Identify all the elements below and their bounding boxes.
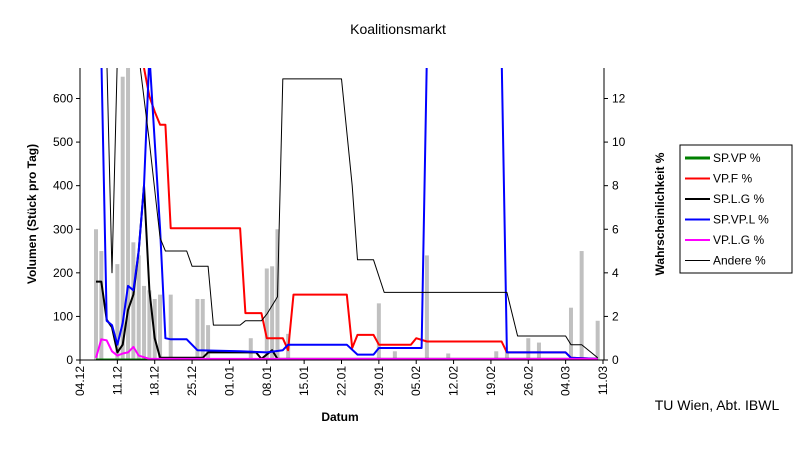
volume-bar: [206, 325, 211, 360]
y-tick-label: 200: [53, 266, 73, 280]
series-line: [106, 68, 599, 359]
x-tick-label: 19.02: [484, 366, 498, 396]
y-tick-label: 0: [66, 353, 73, 367]
x-tick-label: 18.12: [148, 366, 162, 396]
volume-bar: [147, 290, 152, 360]
x-tick-label: 11.03: [596, 366, 610, 395]
series-line: [95, 338, 598, 360]
legend-label: SP.VP %: [713, 151, 761, 165]
x-tick-label: 04.03: [559, 366, 573, 396]
x-axis-title: Datum: [321, 410, 358, 424]
y-tick-label: 100: [53, 309, 73, 323]
y-tick-label: 600: [53, 92, 73, 106]
y-tick-label: 500: [53, 135, 73, 149]
volume-bar: [142, 285, 147, 360]
x-tick-label: 25.12: [185, 366, 199, 396]
volume-bar: [270, 266, 275, 360]
volume-bar: [248, 338, 253, 360]
legend-label: VP.F %: [713, 172, 752, 186]
x-tick-label: 26.02: [521, 366, 535, 396]
volume-bar: [504, 351, 509, 360]
y-tick-label: 400: [53, 179, 73, 193]
x-tick-label: 11.12: [110, 366, 124, 395]
volume-bar: [446, 353, 451, 360]
footer: TU Wien, Abt. IBWL: [655, 397, 780, 413]
y2-tick-label: 4: [612, 266, 619, 280]
y2-tick-label: 10: [612, 135, 626, 149]
x-tick-label: 29.01: [372, 366, 386, 396]
volume-bar: [536, 342, 541, 360]
y2-tick-label: 0: [612, 353, 619, 367]
volume-bar: [200, 298, 205, 360]
volume-bar: [195, 298, 200, 360]
legend-label: Andere %: [713, 254, 766, 268]
volume-bar: [579, 251, 584, 360]
y2-axis-title: Wahrscheinlichkeit %: [653, 152, 667, 275]
series-line: [100, 68, 598, 360]
y-axis-title: Volumen (Stück pro Tag): [25, 144, 39, 284]
x-tick-label: 04.12: [73, 366, 87, 396]
x-tick-label: 05.02: [409, 366, 423, 396]
volume-bar: [120, 76, 125, 360]
volume-bar: [526, 338, 531, 360]
volume-bar: [568, 307, 573, 360]
x-tick-label: 01.01: [222, 366, 236, 396]
volume-bar: [115, 264, 120, 360]
volume-bar: [158, 294, 163, 360]
series-line: [143, 68, 598, 360]
y2-tick-label: 6: [612, 222, 619, 236]
volume-bar: [94, 229, 99, 360]
volume-bar: [168, 294, 173, 360]
legend-label: SP.L.G %: [713, 192, 764, 206]
legend-label: SP.VP.L %: [713, 213, 769, 227]
volume-bar: [424, 255, 429, 360]
volume-bar: [99, 251, 104, 360]
x-tick-label: 12.02: [447, 366, 461, 396]
y-tick-label: 300: [53, 222, 73, 236]
volume-bar: [136, 255, 141, 360]
x-tick-label: 08.01: [260, 366, 274, 396]
x-tick-label: 22.01: [335, 366, 349, 396]
y2-tick-label: 2: [612, 309, 619, 323]
legend-box: [679, 144, 793, 274]
x-tick-label: 15.01: [297, 366, 311, 396]
volume-bar: [392, 351, 397, 360]
y2-tick-label: 8: [612, 179, 619, 193]
legend-label: VP.L.G %: [713, 233, 764, 247]
volume-bar: [126, 68, 131, 360]
chart-title: Koalitionsmarkt: [350, 21, 446, 37]
y2-tick-label: 12: [612, 92, 626, 106]
volume-bar: [494, 351, 499, 360]
volume-bar: [131, 242, 136, 360]
volume-bar: [376, 303, 381, 360]
volume-bar: [595, 320, 600, 360]
